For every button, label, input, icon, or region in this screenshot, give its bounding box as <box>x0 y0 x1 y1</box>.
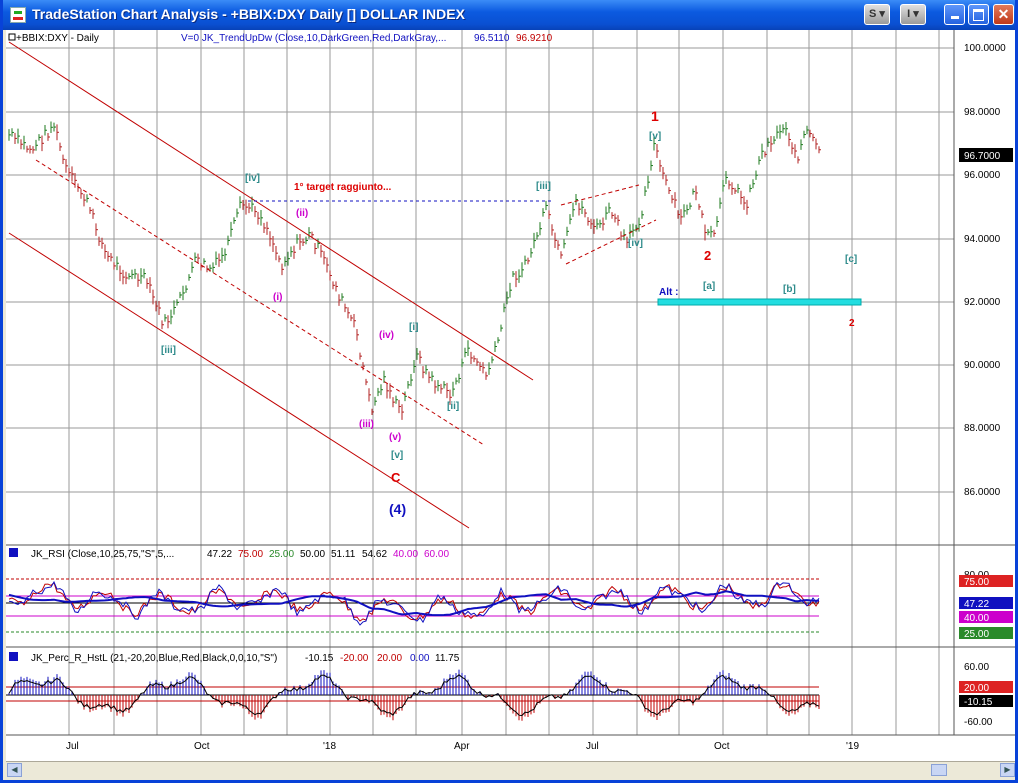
price-bars <box>8 121 821 420</box>
alt-label: Alt : <box>659 287 678 298</box>
wave-label: [ii] <box>447 401 459 412</box>
rsi-axis-badge <box>959 611 1013 623</box>
rsi-value: 54.62 <box>362 549 387 560</box>
rsi-label: JK_RSI (Close,10,25,75,"S",5,... <box>31 549 174 560</box>
wave-label: [iv] <box>628 238 643 249</box>
last-price-badge <box>959 148 1013 162</box>
minimize-button[interactable] <box>944 4 965 25</box>
time-axis-label: Jul <box>66 741 79 752</box>
perc-value: 20.00 <box>377 653 402 664</box>
wave-label: [a] <box>703 281 715 292</box>
wave-label: (iii) <box>359 419 374 430</box>
horizontal-scrollbar[interactable]: ◀ ▶ <box>6 761 1015 779</box>
indicator-value: 96.5110 <box>474 33 510 44</box>
perc-axis-badge <box>959 681 1013 693</box>
rsi-axis-label: 47.22 <box>964 599 989 610</box>
wave-label: [i] <box>409 322 418 333</box>
price-axis-label: 96.0000 <box>964 170 1001 181</box>
rsi-value: 51.11 <box>331 549 356 560</box>
maximize-icon <box>973 9 984 21</box>
pane-toggle[interactable] <box>9 548 18 557</box>
close-icon: ✕ <box>997 6 1010 22</box>
wave-label: 1 <box>651 108 659 124</box>
perc-label: JK_Perc_R_HstL (21,-20,20,Blue,Red,Black… <box>31 653 277 664</box>
rsi-value: 60.00 <box>424 549 449 560</box>
window-title: TradeStation Chart Analysis - +BBIX:DXY … <box>32 6 465 22</box>
time-axis-label: '18 <box>323 741 336 752</box>
pane-toggle[interactable] <box>8 33 16 41</box>
perc-axis-label: 20.00 <box>964 683 989 694</box>
wave-label: 2 <box>849 318 855 329</box>
perc-axis-label: 60.00 <box>964 662 989 673</box>
time-axis-label: Jul <box>586 741 599 752</box>
rsi-value: 50.00 <box>300 549 325 560</box>
rsi-axis-label: 40.00 <box>964 613 989 624</box>
scroll-right-icon[interactable]: ▶ <box>1000 763 1015 777</box>
perc-value: -10.15 <box>305 653 334 664</box>
i-menu-label: I <box>907 8 911 20</box>
time-axis-label: '19 <box>846 741 859 752</box>
indicator-label: V=0 JK_TrendUpDw (Close,10,DarkGreen,Red… <box>181 33 446 44</box>
rsi-axis-label: 75.00 <box>964 577 989 588</box>
wave-label: (i) <box>273 292 282 303</box>
wave-label: [v] <box>649 131 661 142</box>
maximize-button[interactable] <box>968 4 989 25</box>
time-axis-label: Oct <box>194 741 210 752</box>
perc-value: 0.00 <box>410 653 430 664</box>
perc-axis-badge <box>959 695 1013 707</box>
wave-label: (ii) <box>296 208 308 219</box>
wave-label: [iv] <box>245 173 260 184</box>
price-axis-label: 94.0000 <box>964 234 1001 245</box>
s-menu-button[interactable]: S ▾ <box>864 4 890 25</box>
app-icon <box>10 7 26 23</box>
target-note: 1° target raggiunto... <box>294 182 392 193</box>
wave-label: (4) <box>389 501 406 517</box>
rsi-axis-badge <box>959 575 1013 587</box>
perc-axis-label: -60.00 <box>964 717 993 728</box>
rsi-value: 75.00 <box>238 549 263 560</box>
close-button[interactable]: ✕ <box>993 4 1014 25</box>
rsi-axis-badge <box>959 597 1013 609</box>
wave-label: C <box>391 470 401 485</box>
price-axis-label: 88.0000 <box>964 423 1001 434</box>
price-axis-label: 100.0000 <box>964 43 1006 54</box>
wave-label: [c] <box>845 254 857 265</box>
chart-area[interactable]: 100.0000 98.0000 96.0000 94.0000 92.0000… <box>6 30 1015 761</box>
symbol-label: +BBIX:DXY - Daily <box>16 33 99 44</box>
wave-label: [iii] <box>536 181 551 192</box>
rsi-value: 40.00 <box>393 549 418 560</box>
wave-label: [iii] <box>161 345 176 356</box>
alt-target-bar <box>657 298 862 306</box>
time-axis-label: Apr <box>454 741 470 752</box>
title-bar[interactable]: TradeStation Chart Analysis - +BBIX:DXY … <box>3 0 1015 30</box>
price-axis-label: 90.0000 <box>964 360 1001 371</box>
perc-value: -20.00 <box>340 653 369 664</box>
time-axis-label: Oct <box>714 741 730 752</box>
wave-label: (v) <box>389 432 401 443</box>
price-axis-label: 92.0000 <box>964 297 1001 308</box>
perc-axis-label: -10.15 <box>964 697 993 708</box>
wave-label: (iv) <box>379 330 394 341</box>
wave-label: [v] <box>391 450 403 461</box>
wave-label: 2 <box>704 248 711 263</box>
scroll-left-icon[interactable]: ◀ <box>7 763 22 777</box>
rsi-axis-badge <box>959 627 1013 639</box>
rsi-pane: JK_RSI (Close,10,25,75,"S",5,... 47.22 7… <box>6 548 1013 640</box>
perc-r-pane: JK_Perc_R_HstL (21,-20,20,Blue,Red,Black… <box>6 652 1013 728</box>
rsi-value: 25.00 <box>269 549 294 560</box>
rsi-value: 47.22 <box>207 549 232 560</box>
indicator-value: 96.9210 <box>516 33 553 44</box>
rsi-axis-label: 25.00 <box>964 629 989 640</box>
minimize-icon <box>950 16 959 19</box>
perc-value: 11.75 <box>435 653 460 664</box>
price-axis-label: 86.0000 <box>964 487 1001 498</box>
price-axis-label: 98.0000 <box>964 107 1001 118</box>
i-menu-button[interactable]: I ▾ <box>900 4 926 25</box>
scrollbar-thumb[interactable] <box>931 764 947 776</box>
s-menu-label: S <box>869 8 877 20</box>
wave-label: [b] <box>783 284 796 295</box>
pane-toggle[interactable] <box>9 652 18 661</box>
last-price: 96.7000 <box>964 151 1001 162</box>
